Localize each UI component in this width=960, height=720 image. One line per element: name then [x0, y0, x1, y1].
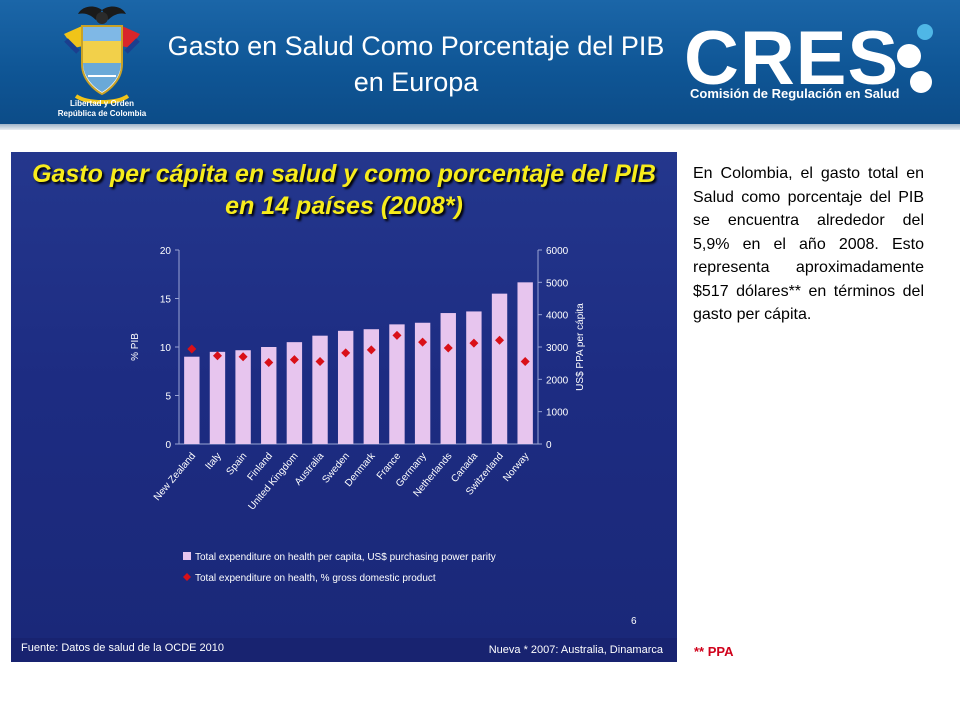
bar-health-per-capita [235, 350, 251, 444]
bar-health-per-capita [209, 351, 226, 444]
y-left-tick-label: 5 [165, 392, 171, 403]
y-right-tick-label: 0 [546, 440, 552, 451]
legend-swatch-marker [183, 573, 191, 581]
source-text: Fuente: Datos de salud de la OCDE 2010 [21, 642, 225, 654]
legend-label-bar: Total expenditure on health per capita, … [195, 552, 496, 563]
bar-health-per-capita [414, 322, 431, 444]
marker-health-pct-gdp [469, 338, 479, 348]
bar-health-per-capita [389, 324, 405, 444]
marker-health-pct-gdp [392, 330, 402, 340]
marker-health-pct-gdp [520, 357, 530, 367]
page-title: Gasto en Salud Como Porcentaje del PIB e… [167, 31, 665, 97]
y-right-tick-label: 4000 [546, 311, 569, 322]
header-bar [0, 0, 960, 124]
x-tick-label: New Zealand [152, 451, 198, 503]
chart-panel: Gasto per cápita en salud y como porcent… [11, 152, 677, 662]
x-tick-label: Norway [501, 451, 531, 484]
y-right-tick-label: 3000 [546, 343, 569, 354]
marker-health-pct-gdp [212, 351, 222, 361]
marker-health-pct-gdp [315, 357, 325, 367]
y-left-axis-label: % PIB [130, 333, 141, 361]
marker-health-pct-gdp [289, 355, 299, 365]
marker-health-pct-gdp [238, 352, 248, 362]
bar-health-per-capita [286, 342, 303, 444]
footnote-ppa: ** PPA [694, 644, 734, 659]
y-right-tick-label: 1000 [546, 408, 569, 419]
y-right-tick-label: 2000 [546, 375, 569, 386]
marker-health-pct-gdp [495, 335, 505, 345]
logo-subtitle: Comisión de Regulación en Salud [690, 86, 900, 101]
y-right-tick-label: 6000 [546, 246, 569, 257]
x-tick-label: Italy [204, 451, 224, 472]
bar-health-per-capita [440, 313, 456, 444]
bar-health-per-capita [184, 356, 200, 444]
marker-health-pct-gdp [418, 337, 428, 347]
seal-caption-line2: República de Colombia [57, 109, 147, 118]
slide-number: 6 [631, 616, 637, 627]
marker-health-pct-gdp [264, 358, 274, 368]
header-divider [0, 124, 960, 130]
chart-title: Gasto per cápita en salud y como porcent… [32, 160, 656, 220]
y-right-axis-label: US$ PPA per cápita [575, 303, 586, 391]
marker-health-pct-gdp [187, 344, 197, 354]
marker-health-pct-gdp [341, 348, 351, 358]
bar-health-per-capita [466, 311, 482, 444]
y-left-tick-label: 20 [160, 246, 172, 257]
bar-health-per-capita [312, 335, 328, 444]
y-left-tick-label: 15 [160, 295, 172, 306]
colombia-coat-of-arms-icon [64, 6, 140, 104]
logo-word: CRES [684, 16, 900, 101]
logo-dots-icon [897, 24, 933, 93]
bar-health-per-capita [491, 293, 508, 444]
bar-health-per-capita [261, 347, 277, 444]
marker-health-pct-gdp [366, 345, 376, 355]
bar-health-per-capita [363, 329, 380, 444]
bar-health-per-capita [337, 330, 354, 444]
legend-label-marker: Total expenditure on health, % gross dom… [195, 573, 436, 584]
chart-plot: 0 5 10 15 20 0 1000 2000 3000 4000 5000 6000 % PIB US… [130, 246, 586, 584]
legend-swatch-bar [183, 552, 191, 560]
cres-logo: CRES Comisión de Regulación en Salud [678, 16, 946, 112]
marker-health-pct-gdp [443, 343, 453, 353]
explanation-text: En Colombia, el gasto total en Salud com… [693, 165, 924, 323]
seal-caption-line1: Libertad y Orden [69, 99, 134, 108]
chart-footer [11, 638, 677, 662]
y-left-tick-label: 10 [160, 343, 172, 354]
x-tick-label: Spain [225, 451, 250, 478]
note-text: Nueva * 2007: Australia, Dinamarca [488, 644, 663, 656]
y-right-tick-label: 5000 [546, 278, 569, 289]
y-left-tick-label: 0 [165, 440, 171, 451]
